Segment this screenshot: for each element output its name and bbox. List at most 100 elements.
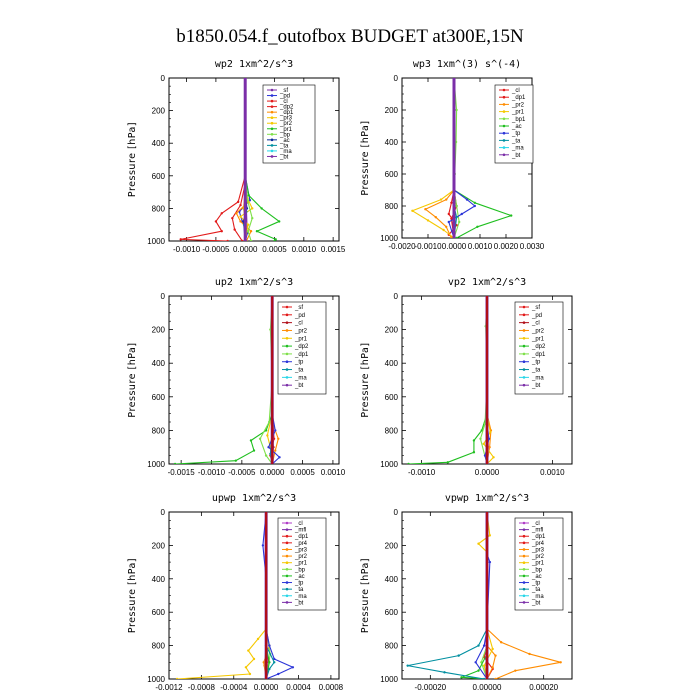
legend-label: _dp1: [279, 110, 294, 116]
series-line-ta: [407, 512, 488, 679]
data-point: [251, 216, 254, 220]
series-group: [406, 512, 562, 679]
data-point: [488, 560, 492, 564]
data-point: [445, 198, 448, 201]
data-point: [247, 194, 250, 197]
legend-label: _ma: [279, 149, 292, 155]
data-point: [248, 672, 252, 676]
data-point: [277, 672, 280, 676]
data-point: [239, 203, 242, 207]
legend-label: _dp1: [294, 534, 309, 540]
data-point: [220, 230, 223, 233]
y-tick-label: 0: [161, 74, 166, 83]
data-point: [231, 216, 234, 220]
legend-marker: [502, 95, 506, 99]
legend-label: _pr2: [294, 554, 308, 560]
legend: _sf _pd _cl_pr2 _pr1 _dp2 _dp1 _tp _ta_ma _bt: [277, 301, 327, 395]
data-point: [246, 199, 249, 202]
legend-label: _cl: [294, 321, 303, 327]
y-axis-label: Pressure [hPa]: [127, 558, 138, 633]
y-axis-label: Pressure [hPa]: [360, 120, 371, 195]
legend-marker: [270, 105, 274, 108]
legend-marker: [285, 534, 289, 538]
legend-label: _sf: [531, 305, 540, 311]
data-point: [476, 225, 479, 228]
data-point: [494, 654, 497, 657]
x-tick-label: 0.0005: [262, 245, 287, 254]
legend-marker: [522, 534, 526, 538]
legend-label: _sf: [294, 305, 303, 311]
data-point: [450, 201, 453, 204]
legend-marker: [502, 103, 506, 106]
legend-marker: [522, 581, 526, 584]
data-point: [482, 677, 486, 679]
data-point: [458, 220, 461, 224]
legend-label: _pr4: [294, 541, 308, 547]
data-point: [455, 216, 458, 219]
data-point: [234, 459, 237, 462]
legend-marker: [285, 521, 289, 525]
legend-label: _bt: [511, 153, 521, 159]
legend-marker: [502, 88, 506, 92]
legend-marker: [285, 305, 289, 309]
legend-label: _ta: [294, 368, 304, 374]
data-point: [278, 220, 281, 223]
legend-label: _pr1: [531, 561, 545, 567]
legend: _cl_mfl_dp1_pr4_pr3_pr2_pr1_bp_ac_tp_ta_…: [277, 517, 327, 611]
data-point: [268, 661, 271, 664]
data-point: [226, 239, 229, 241]
data-point: [255, 230, 259, 233]
legend-marker: [270, 88, 274, 92]
y-tick-label: 600: [152, 608, 166, 617]
legend-label: _pr2: [531, 554, 545, 560]
legend-label: _ta: [294, 587, 304, 593]
legend-label: _tp: [531, 360, 541, 366]
x-tick-label: -0.0010: [408, 468, 436, 477]
legend-label: _cl: [531, 321, 540, 327]
data-point: [291, 666, 295, 669]
data-point: [258, 437, 262, 440]
legend-label: _dp2: [294, 344, 309, 350]
series-line-cl: [180, 78, 246, 241]
legend-label: _ac: [531, 574, 542, 580]
series-group: [173, 296, 281, 464]
legend-label: _ma: [531, 375, 544, 381]
data-point: [260, 207, 263, 210]
data-point: [460, 676, 463, 679]
y-tick-label: 800: [152, 426, 166, 435]
y-tick-label: 0: [394, 292, 399, 301]
series-line-dp2: [231, 78, 246, 241]
legend-label: _pr2: [511, 102, 525, 108]
x-tick-label: 0.0008: [319, 683, 344, 692]
panel-title: vp2 1xm^2/s^3: [448, 277, 526, 288]
legend-marker: [502, 117, 506, 121]
data-point: [489, 430, 492, 434]
y-tick-label: 600: [385, 393, 399, 402]
data-point: [499, 641, 503, 644]
y-tick-label: 1000: [380, 675, 398, 684]
legend-marker: [285, 528, 289, 531]
series-line-dp2: [175, 296, 273, 464]
legend-label: _bp: [531, 567, 543, 573]
data-point: [241, 239, 244, 241]
legend-marker: [270, 99, 274, 103]
y-tick-label: 400: [385, 575, 399, 584]
legend-marker: [270, 155, 274, 158]
legend-marker: [522, 368, 526, 371]
data-point: [264, 454, 268, 457]
legend-marker: [522, 321, 526, 324]
legend-label: _cl: [511, 88, 520, 94]
data-point: [482, 442, 485, 446]
x-tick-label: 0.0010: [321, 468, 346, 477]
x-tick-label: -0.0005: [228, 468, 256, 477]
legend-marker: [270, 133, 274, 136]
x-tick-label: 0.0000: [254, 683, 279, 692]
data-point: [173, 462, 177, 464]
data-point: [460, 212, 463, 216]
legend: _sf_pd_cl_dp2_dp1_pr3_pr2_pr1_bp_ac_ta_m…: [262, 84, 316, 164]
legend-marker: [502, 153, 506, 157]
panel-title: upwp 1xm^2/s^3: [212, 493, 296, 504]
y-tick-label: 600: [385, 608, 399, 617]
legend-label: _dp2: [531, 344, 546, 350]
